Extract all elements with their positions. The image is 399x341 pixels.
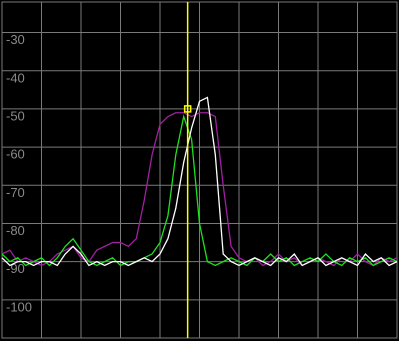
- trace: [1, 96, 398, 267]
- y-tick-label: -50: [6, 109, 25, 124]
- y-tick-label: -60: [6, 147, 25, 162]
- trace: [1, 112, 398, 267]
- trace: [1, 114, 398, 267]
- y-tick-label: -100: [6, 299, 32, 314]
- marker-point: [183, 105, 192, 113]
- y-tick-label: -30: [6, 32, 25, 47]
- y-tick-label: -40: [6, 70, 25, 85]
- y-tick-label: -70: [6, 185, 25, 200]
- y-tick-label: -80: [6, 223, 25, 238]
